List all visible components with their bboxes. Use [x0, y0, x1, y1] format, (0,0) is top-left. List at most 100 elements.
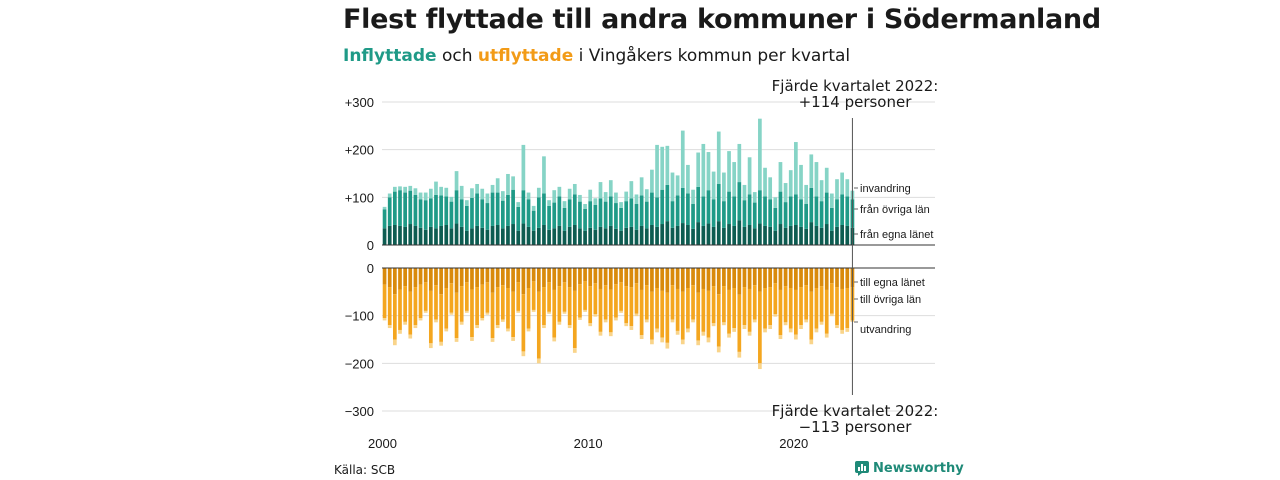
bar-till-egna-lanet: [398, 268, 402, 290]
bar-utvandring: [614, 317, 618, 321]
bar-fran-ovriga-lan: [557, 196, 562, 226]
bar-fran-ovriga-lan: [737, 182, 742, 221]
bar-fran-egna-lanet: [572, 224, 577, 245]
bar-fran-ovriga-lan: [500, 200, 505, 229]
bar-fran-ovriga-lan: [819, 201, 824, 228]
bar-fran-ovriga-lan: [567, 199, 572, 227]
bar-till-ovriga-lan: [804, 285, 809, 320]
bar-invandring: [783, 183, 788, 203]
bar-fran-egna-lanet: [711, 226, 716, 245]
bar-fran-ovriga-lan: [716, 183, 721, 222]
bar-invandring: [562, 201, 567, 208]
bar-invandring: [428, 188, 433, 199]
bar-fran-egna-lanet: [413, 225, 418, 245]
bar-till-ovriga-lan: [393, 294, 397, 340]
bar-invandring: [506, 173, 510, 195]
chart-subtitle: Inflyttade och utflyttade i Vingåkers ko…: [343, 46, 850, 66]
bar-invandring: [696, 152, 701, 187]
bar-fran-ovriga-lan: [403, 192, 407, 227]
bar-invandring: [794, 142, 798, 195]
bar-fran-ovriga-lan: [454, 190, 459, 224]
bar-invandring: [737, 143, 742, 183]
bar-utvandring: [506, 328, 510, 332]
bar-fran-egna-lanet: [788, 225, 793, 245]
bar-utvandring: [439, 341, 443, 346]
bar-utvandring: [423, 310, 428, 313]
bar-till-egna-lanet: [768, 268, 773, 288]
series-label-top: invandring: [860, 183, 911, 195]
bar-utvandring: [547, 311, 551, 314]
series-label-bottom: till övriga län: [860, 294, 921, 306]
bar-invandring: [470, 188, 474, 198]
bar-invandring: [845, 179, 850, 197]
bar-utvandring: [475, 325, 479, 329]
bar-till-ovriga-lan: [521, 294, 526, 352]
bar-till-egna-lanet: [454, 268, 459, 293]
bar-fran-egna-lanet: [804, 228, 809, 245]
bar-till-ovriga-lan: [428, 290, 433, 344]
bar-till-ovriga-lan: [701, 288, 706, 332]
bar-till-egna-lanet: [773, 268, 778, 284]
bar-invandring: [619, 202, 623, 208]
bar-fran-ovriga-lan: [444, 196, 449, 225]
bar-fran-egna-lanet: [639, 225, 644, 245]
bar-fran-ovriga-lan: [691, 204, 695, 229]
bar-fran-egna-lanet: [614, 228, 618, 245]
bar-utvandring: [665, 342, 670, 349]
bar-invandring: [408, 185, 413, 191]
bar-fran-ovriga-lan: [768, 199, 773, 227]
bar-till-ovriga-lan: [536, 291, 541, 359]
bar-till-ovriga-lan: [619, 282, 623, 311]
bar-fran-egna-lanet: [593, 229, 598, 245]
bar-utvandring: [542, 325, 546, 329]
series-label-top: från övriga län: [860, 204, 930, 216]
bar-till-egna-lanet: [758, 268, 762, 292]
bar-till-ovriga-lan: [778, 289, 783, 336]
x-tick-label: 2000: [368, 436, 397, 451]
bar-till-egna-lanet: [634, 268, 639, 284]
bar-fran-egna-lanet: [783, 227, 788, 245]
bar-fran-ovriga-lan: [814, 196, 819, 226]
bar-till-egna-lanet: [804, 268, 809, 286]
bar-till-egna-lanet: [629, 268, 634, 288]
bar-utvandring: [799, 325, 803, 330]
bar-till-ovriga-lan: [470, 289, 474, 338]
bar-utvandring: [557, 321, 562, 325]
bar-till-egna-lanet: [387, 268, 392, 288]
bar-till-egna-lanet: [680, 268, 685, 292]
bar-invandring: [650, 169, 654, 193]
bar-till-egna-lanet: [526, 268, 531, 289]
bar-invandring: [608, 180, 613, 197]
bar-utvandring: [727, 333, 731, 338]
bar-fran-ovriga-lan: [516, 206, 521, 231]
bar-invandring: [557, 186, 562, 197]
y-tick-label-bottom: −300: [345, 404, 374, 419]
bar-invandring: [588, 189, 593, 202]
bar-fran-ovriga-lan: [680, 187, 685, 224]
brand-logo[interactable]: Newsworthy: [855, 461, 964, 476]
bar-till-egna-lanet: [711, 268, 716, 287]
bar-fran-egna-lanet: [475, 225, 479, 245]
bar-utvandring: [562, 311, 567, 314]
bar-till-egna-lanet: [737, 268, 742, 295]
bar-fran-ovriga-lan: [655, 197, 659, 227]
bar-till-egna-lanet: [382, 268, 387, 285]
bar-till-egna-lanet: [495, 268, 500, 288]
bar-utvandring: [788, 328, 793, 333]
bar-fran-ovriga-lan: [408, 190, 413, 225]
bar-fran-ovriga-lan: [387, 197, 392, 226]
bar-invandring: [434, 181, 438, 195]
bar-till-egna-lanet: [799, 268, 803, 288]
bar-till-egna-lanet: [413, 268, 418, 288]
bar-utvandring: [634, 313, 639, 317]
bar-till-egna-lanet: [747, 268, 752, 289]
bar-fran-ovriga-lan: [511, 189, 515, 225]
bar-invandring: [768, 177, 773, 200]
bar-till-ovriga-lan: [562, 282, 567, 312]
bar-fran-ovriga-lan: [608, 196, 613, 226]
bar-till-ovriga-lan: [588, 286, 593, 324]
bar-fran-ovriga-lan: [531, 210, 536, 231]
bar-utvandring: [722, 322, 726, 326]
bar-till-ovriga-lan: [454, 292, 459, 339]
bar-fran-egna-lanet: [526, 226, 531, 245]
